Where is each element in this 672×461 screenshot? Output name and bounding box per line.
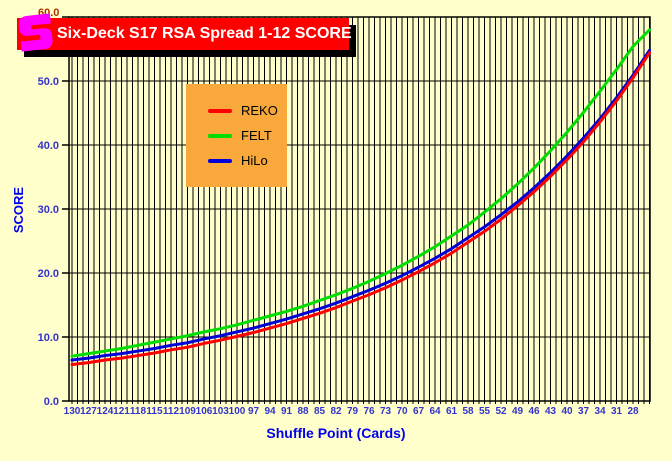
svg-text:50.0: 50.0 [38, 76, 59, 88]
title-banner: Six-Deck S17 RSA Spread 1-12 SCORE [17, 18, 352, 50]
logo-s-icon [17, 12, 55, 57]
svg-text:124: 124 [97, 406, 114, 417]
svg-text:30.0: 30.0 [38, 204, 59, 216]
legend-label-reko: REKO [241, 103, 278, 118]
x-gridlines [71, 17, 650, 404]
svg-text:85: 85 [314, 406, 326, 417]
svg-text:10.0: 10.0 [38, 332, 59, 344]
svg-text:82: 82 [330, 406, 342, 417]
svg-text:118: 118 [130, 406, 147, 417]
y-axis-title: SCORE [11, 186, 26, 234]
svg-text:55: 55 [479, 406, 491, 417]
legend-item-felt: FELT [208, 128, 287, 143]
legend-label-felt: FELT [241, 128, 272, 143]
svg-text:58: 58 [462, 406, 474, 417]
svg-text:70: 70 [396, 406, 408, 417]
svg-text:79: 79 [347, 406, 359, 417]
series-line-reko [70, 51, 651, 367]
svg-text:106: 106 [196, 406, 213, 417]
y-tick-labels: 0.0 10.0 20.0 30.0 40.0 50.0 [38, 16, 69, 408]
legend-label-hilo: HiLo [241, 153, 268, 168]
svg-text:43: 43 [545, 406, 557, 417]
svg-text:94: 94 [264, 406, 276, 417]
svg-text:115: 115 [146, 406, 163, 417]
svg-text:28: 28 [627, 406, 639, 417]
svg-text:37: 37 [578, 406, 590, 417]
reko-line-swatch [208, 108, 232, 113]
svg-text:40.0: 40.0 [38, 140, 59, 152]
svg-text:121: 121 [113, 406, 130, 417]
svg-text:109: 109 [179, 406, 196, 417]
chart-title: Six-Deck S17 RSA Spread 1-12 SCORE [57, 25, 352, 42]
svg-text:34: 34 [594, 406, 606, 417]
svg-text:112: 112 [163, 406, 180, 417]
svg-text:76: 76 [363, 406, 375, 417]
felt-line-swatch [208, 133, 232, 138]
svg-text:130: 130 [64, 406, 81, 417]
svg-text:97: 97 [248, 406, 260, 417]
svg-text:100: 100 [229, 406, 246, 417]
logo-s-path [18, 13, 53, 52]
legend-item-reko: REKO [208, 103, 287, 118]
svg-text:73: 73 [380, 406, 392, 417]
x-axis-title: Shuffle Point (Cards) [266, 425, 406, 441]
svg-text:20.0: 20.0 [38, 268, 59, 280]
svg-text:31: 31 [611, 406, 623, 417]
svg-text:127: 127 [80, 406, 97, 417]
svg-text:64: 64 [429, 406, 441, 417]
series-line-hilo [70, 48, 651, 362]
svg-text:67: 67 [413, 406, 425, 417]
svg-text:61: 61 [446, 406, 458, 417]
svg-text:88: 88 [297, 406, 309, 417]
svg-text:40: 40 [561, 406, 573, 417]
svg-text:46: 46 [528, 406, 540, 417]
svg-text:52: 52 [495, 406, 507, 417]
svg-text:91: 91 [281, 406, 293, 417]
svg-text:49: 49 [512, 406, 524, 417]
x-tick-labels: 130 127 124 121 118 115 112 109 106 103 100 97 94 91 8… [64, 406, 639, 417]
series-line-felt [70, 28, 651, 358]
legend-item-hilo: HiLo [208, 153, 287, 168]
hilo-line-swatch [208, 158, 232, 163]
svg-text:0.0: 0.0 [44, 396, 59, 408]
svg-text:103: 103 [212, 406, 229, 417]
legend-box: REKO FELT HiLo [186, 84, 287, 187]
y-gridlines [69, 80, 650, 338]
